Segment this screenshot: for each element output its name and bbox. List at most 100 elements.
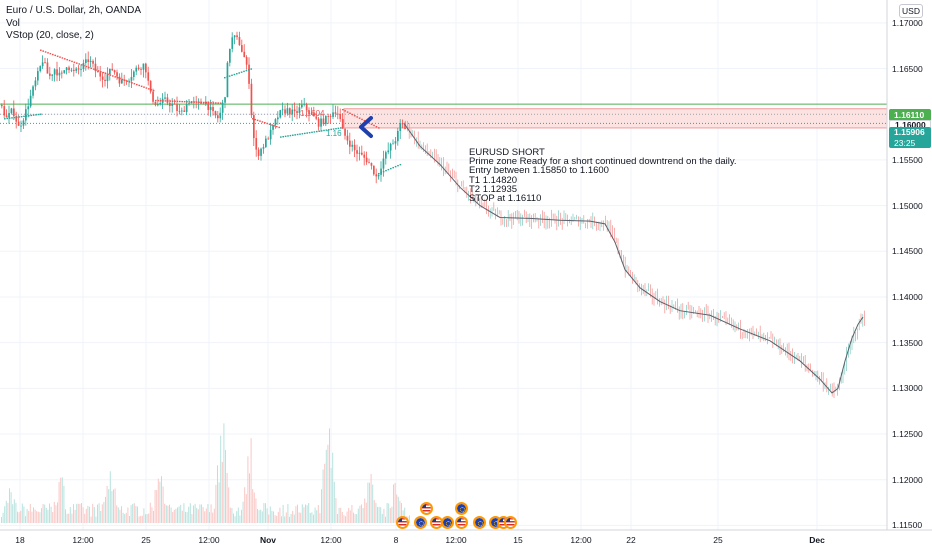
eu-flag-icon[interactable]	[473, 516, 486, 529]
vstop-dot	[159, 100, 162, 102]
vstop-dot	[8, 117, 11, 119]
candle-body	[363, 154, 366, 158]
vstop-dot	[128, 81, 131, 83]
currency-button[interactable]: USD	[899, 4, 923, 18]
vstop-dot	[278, 126, 280, 129]
time-axis[interactable]: 18 12:00 25 12:00 Nov 12:00 8 12:00 15 12:00 22 25 D…	[0, 530, 887, 550]
us-flag-icon[interactable]	[504, 516, 517, 529]
vstop-dot	[217, 102, 219, 104]
last-price-tag: 1.15906 23:25	[889, 127, 931, 148]
candle-body	[154, 101, 157, 106]
vstop-dot	[13, 116, 16, 119]
volume-bar	[201, 504, 202, 523]
volume-bar	[266, 508, 268, 523]
volume-bar	[233, 513, 234, 523]
volume-bar	[204, 511, 206, 523]
stop-level-tag: 1.16110	[889, 109, 931, 121]
price-tick: 1.16500	[892, 63, 923, 74]
symbol-title[interactable]: Euro / U.S. Dollar, 2h, OANDA	[6, 5, 142, 16]
volume-bar	[133, 503, 135, 523]
vstop-dot	[382, 170, 385, 173]
us-flag-icon[interactable]	[420, 502, 433, 515]
vstop-dot	[361, 118, 363, 121]
time-tick: 25	[713, 535, 723, 545]
volume-bar	[17, 511, 18, 523]
volume-bar	[313, 514, 314, 523]
us-flag-glyph	[398, 518, 407, 527]
eu-flag-icon[interactable]	[414, 516, 427, 529]
candle-body	[320, 118, 322, 127]
us-flag-icon[interactable]	[455, 516, 468, 529]
volume-bar	[15, 502, 17, 523]
volume-bars	[1, 423, 410, 523]
volume-bar	[21, 503, 23, 523]
candle-body	[128, 80, 130, 82]
us-flag-icon[interactable]	[396, 516, 409, 529]
vstop-dot	[337, 127, 340, 129]
chevron-left-icon[interactable]	[356, 115, 376, 139]
volume-bar	[61, 477, 63, 523]
volume-bar	[399, 500, 401, 523]
vstop-dot	[351, 113, 354, 116]
volume-bar	[239, 515, 241, 523]
vstop-dot	[40, 49, 42, 51]
vstop-dot	[44, 51, 47, 53]
time-tick: 25	[141, 535, 151, 545]
volume-bar	[66, 513, 68, 523]
price-axis[interactable]: 1.170001.165001.160001.155001.150001.145…	[887, 0, 932, 531]
vstop-dot	[280, 136, 282, 138]
price-tick: 1.13000	[892, 383, 923, 394]
volume-bar	[365, 502, 367, 523]
vstop-dot	[49, 52, 52, 55]
candle-body	[313, 113, 315, 117]
volume-bar	[68, 513, 70, 523]
volume-indicator-label[interactable]: Vol	[6, 17, 20, 29]
candle-body	[13, 108, 15, 117]
volume-bar	[129, 515, 130, 523]
volume-bar	[381, 513, 383, 523]
volume-bar	[89, 506, 90, 523]
volume-bar	[404, 507, 406, 523]
vstop-indicator-label[interactable]: VStop (20, close, 2)	[6, 30, 94, 41]
volume-bar	[135, 506, 137, 523]
vstop-dot	[200, 101, 203, 104]
volume-bar	[58, 482, 60, 523]
candle-body	[339, 114, 342, 120]
trade-annotation[interactable]: EURUSD SHORT Prime zone Ready for a short…	[469, 148, 737, 204]
volume-bar	[225, 449, 226, 523]
candle-body	[308, 110, 310, 115]
volume-bar	[354, 514, 356, 523]
candle-body	[356, 150, 358, 154]
eu-flag-icon[interactable]	[455, 502, 468, 515]
eu-flag-glyph	[457, 504, 466, 513]
candle-body	[315, 116, 318, 119]
volume-bar	[101, 504, 103, 523]
vstop-dot	[164, 100, 167, 102]
candle-body	[317, 118, 320, 127]
vstop-dot	[179, 100, 181, 103]
candle-body	[387, 150, 390, 153]
vstop-dot	[191, 101, 193, 103]
vstop-dot	[261, 121, 264, 123]
volume-bar	[130, 505, 132, 523]
vstop-dot	[150, 89, 152, 91]
candle-body	[92, 60, 94, 64]
vstop-dot	[256, 119, 259, 122]
volume-bar	[250, 438, 252, 523]
candle-body	[27, 106, 30, 110]
candle-body	[32, 86, 34, 96]
volume-bar	[138, 516, 140, 523]
vstop-dot	[205, 101, 207, 104]
candle-body	[332, 112, 334, 117]
candle-body	[147, 72, 150, 81]
volume-bar	[338, 507, 340, 523]
volume-bar	[157, 478, 159, 523]
chart-legend[interactable]: Euro / U.S. Dollar, 2h, OANDA Vol VStop …	[6, 5, 141, 43]
candle-body	[238, 37, 241, 46]
eu-flag-icon[interactable]	[441, 516, 454, 529]
last-price-value: 1.15906	[894, 127, 925, 137]
candle-body	[229, 48, 231, 63]
volume-bar	[325, 449, 327, 523]
candle-body	[63, 70, 66, 73]
